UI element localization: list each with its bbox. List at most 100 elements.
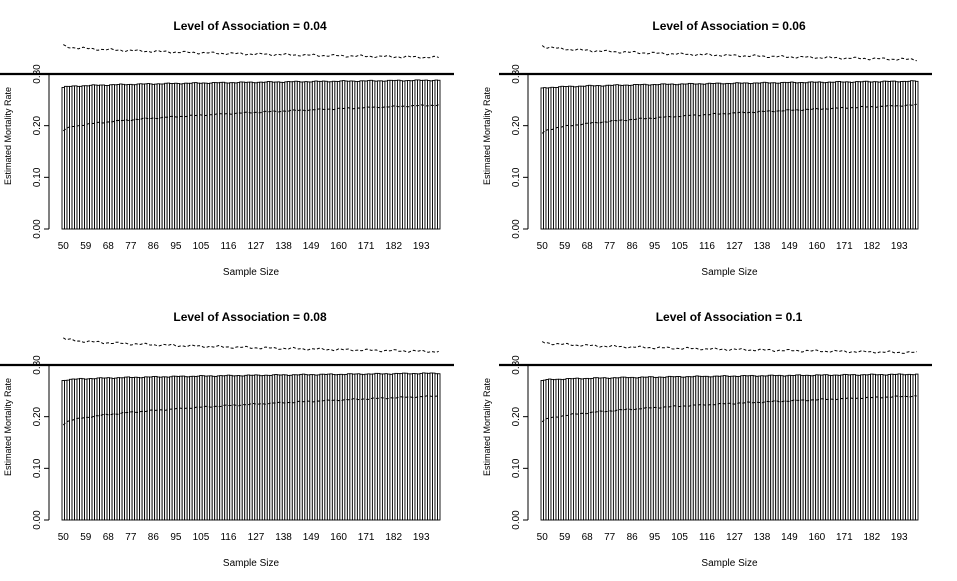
panel-4: Level of Association = 0.1 Estimated Mort… <box>482 310 932 569</box>
x-tick-label: 77 <box>604 532 616 543</box>
bar <box>437 79 441 230</box>
x-tick-label: 171 <box>358 532 375 543</box>
x-tick-label: 95 <box>170 241 182 252</box>
x-tick-label: 138 <box>754 241 771 252</box>
y-tick-label: 0.00 <box>32 510 43 530</box>
chart-title: Level of Association = 0.1 <box>656 310 803 324</box>
x-tick-label: 86 <box>148 532 160 543</box>
bar <box>437 373 441 521</box>
bar <box>915 80 919 230</box>
x-tick-label: 138 <box>275 532 292 543</box>
x-tick-label: 182 <box>385 241 402 252</box>
x-tick-label: 50 <box>537 241 549 252</box>
y-tick-label: 0.10 <box>32 458 43 478</box>
y-tick-label: 0.20 <box>511 406 522 426</box>
x-tick-label: 50 <box>58 241 70 252</box>
x-tick-label: 193 <box>413 532 430 543</box>
x-tick-label: 182 <box>863 241 880 252</box>
x-tick-label: 127 <box>248 532 265 543</box>
x-tick-label: 171 <box>836 532 853 543</box>
lower-bound-line <box>62 104 439 132</box>
x-tick-label: 182 <box>863 532 880 543</box>
x-tick-label: 68 <box>582 532 594 543</box>
x-tick-label: 68 <box>103 532 115 543</box>
x-tick-label: 127 <box>248 241 265 252</box>
upper-bound-line <box>541 45 917 62</box>
x-tick-label: 105 <box>193 241 210 252</box>
x-tick-label: 149 <box>303 532 320 543</box>
x-tick-label: 105 <box>193 532 210 543</box>
x-tick-label: 171 <box>836 241 853 252</box>
x-tick-label: 68 <box>103 241 115 252</box>
x-tick-label: 95 <box>170 532 182 543</box>
x-tick-label: 50 <box>537 532 549 543</box>
panel-1: Level of Association = 0.04 Estimated Mor… <box>0 19 454 278</box>
x-tick-label: 193 <box>891 532 908 543</box>
upper-bound-line <box>63 337 439 353</box>
y-tick-label: 0.00 <box>511 510 522 530</box>
x-tick-label: 149 <box>781 241 798 252</box>
x-tick-label: 86 <box>627 241 639 252</box>
x-tick-label: 138 <box>754 532 771 543</box>
x-tick-label: 116 <box>220 532 236 543</box>
y-axis-label: Estimated Mortality Rate <box>3 87 13 185</box>
x-tick-label: 116 <box>220 241 236 252</box>
chart-title: Level of Association = 0.06 <box>652 19 806 33</box>
x-tick-label: 59 <box>80 241 92 252</box>
x-tick-label: 59 <box>80 532 92 543</box>
chart-title: Level of Association = 0.08 <box>173 310 327 324</box>
x-axis-label: Sample Size <box>701 267 758 278</box>
x-tick-label: 95 <box>649 241 661 252</box>
x-tick-label: 86 <box>148 241 160 252</box>
y-tick-label: 0.10 <box>511 458 522 478</box>
x-tick-label: 116 <box>699 241 715 252</box>
x-tick-label: 59 <box>559 241 571 252</box>
x-axis-label: Sample Size <box>223 558 280 569</box>
x-tick-label: 160 <box>330 532 347 543</box>
chart-title: Level of Association = 0.04 <box>173 19 327 33</box>
lower-bound-line <box>62 395 439 426</box>
y-tick-label: 0.00 <box>32 219 43 239</box>
y-axis-label: Estimated Mortality Rate <box>482 87 492 185</box>
x-axis-label: Sample Size <box>223 267 280 278</box>
y-tick-label: 0.00 <box>511 219 522 239</box>
x-tick-label: 182 <box>385 532 402 543</box>
y-tick-label: 0.20 <box>32 406 43 426</box>
lower-bound-line <box>541 395 917 423</box>
x-axis-label: Sample Size <box>701 558 758 569</box>
x-tick-label: 68 <box>582 241 594 252</box>
x-tick-label: 77 <box>604 241 616 252</box>
upper-bound-line <box>541 341 917 354</box>
x-tick-label: 105 <box>671 532 688 543</box>
panel-2: Level of Association = 0.06 Estimated Mor… <box>482 19 932 278</box>
x-tick-label: 59 <box>559 532 571 543</box>
x-tick-label: 193 <box>413 241 430 252</box>
x-tick-label: 149 <box>781 532 798 543</box>
x-tick-label: 77 <box>125 532 137 543</box>
lower-bound-line <box>541 103 917 134</box>
panel-3: Level of Association = 0.08 Estimated Mor… <box>0 310 454 569</box>
upper-bound-line <box>63 44 439 59</box>
x-tick-label: 50 <box>58 532 70 543</box>
y-axis-label: Estimated Mortality Rate <box>482 378 492 476</box>
bar <box>915 373 919 521</box>
x-tick-label: 95 <box>649 532 661 543</box>
x-tick-label: 138 <box>275 241 292 252</box>
x-tick-label: 127 <box>726 532 743 543</box>
x-tick-label: 149 <box>303 241 320 252</box>
x-tick-label: 77 <box>125 241 137 252</box>
x-tick-label: 160 <box>330 241 347 252</box>
y-tick-label: 0.10 <box>511 167 522 187</box>
y-tick-label: 0.10 <box>32 167 43 187</box>
x-tick-label: 160 <box>809 241 826 252</box>
y-axis-label: Estimated Mortality Rate <box>3 378 13 476</box>
x-tick-label: 193 <box>891 241 908 252</box>
x-tick-label: 127 <box>726 241 743 252</box>
x-tick-label: 116 <box>699 532 715 543</box>
x-tick-label: 160 <box>809 532 826 543</box>
x-tick-label: 171 <box>358 241 375 252</box>
y-tick-label: 0.20 <box>32 115 43 135</box>
y-tick-label: 0.20 <box>511 115 522 135</box>
x-tick-label: 105 <box>671 241 688 252</box>
